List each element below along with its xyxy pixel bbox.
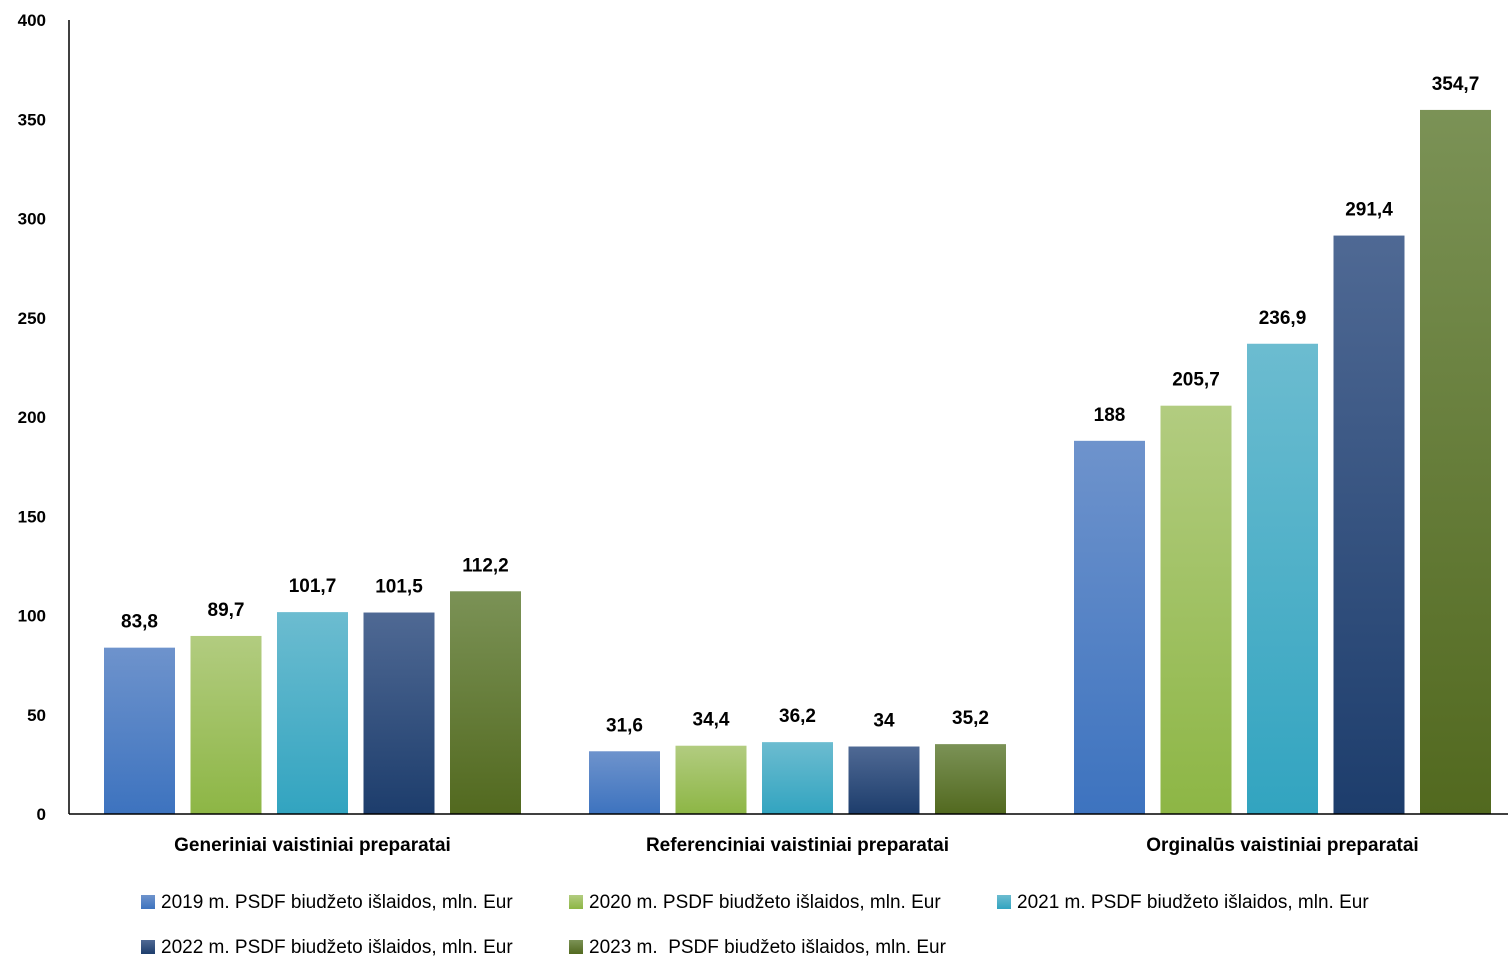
bar-4-2 bbox=[848, 746, 920, 814]
bar-2-3 bbox=[1160, 405, 1232, 814]
y-tick-label: 200 bbox=[18, 408, 46, 427]
data-label: 291,4 bbox=[1345, 200, 1393, 221]
data-label: 35,2 bbox=[952, 708, 989, 729]
legend-item: 2019 m. PSDF biudžeto išlaidos, mln. Eur bbox=[141, 892, 513, 913]
legend-swatch bbox=[141, 940, 155, 954]
y-axis: 0 50 100 150 200 250 300 350 400 bbox=[18, 11, 70, 824]
legend-swatch bbox=[569, 895, 583, 909]
y-tick-label: 100 bbox=[18, 607, 46, 626]
data-label: 31,6 bbox=[606, 715, 643, 736]
bar-4-3 bbox=[1333, 235, 1405, 815]
data-label: 188 bbox=[1094, 405, 1126, 426]
data-label: 101,5 bbox=[375, 577, 423, 598]
bar-5-1 bbox=[450, 591, 521, 814]
bar-5-2 bbox=[935, 744, 1006, 814]
data-label: 34 bbox=[873, 711, 895, 732]
bar-1-2 bbox=[589, 751, 660, 814]
data-label: 34,4 bbox=[693, 710, 730, 731]
data-label: 236,9 bbox=[1259, 308, 1307, 329]
legend: 2019 m. PSDF biudžeto išlaidos, mln. Eur… bbox=[141, 892, 1369, 958]
category-label: Referenciniai vaistiniai preparatai bbox=[646, 835, 949, 856]
bar-4-1 bbox=[363, 612, 435, 814]
legend-swatch bbox=[569, 940, 583, 954]
bar-3-3 bbox=[1247, 343, 1318, 814]
y-tick-label: 250 bbox=[18, 309, 46, 328]
legend-item: 2022 m. PSDF biudžeto išlaidos, mln. Eur bbox=[141, 937, 513, 958]
x-axis: Generiniai vaistiniai preparatai Referenc… bbox=[69, 813, 1508, 856]
data-label: 101,7 bbox=[289, 576, 337, 597]
y-tick-label: 150 bbox=[18, 507, 46, 526]
bar-series-group bbox=[104, 109, 1491, 815]
bar-1-3 bbox=[1074, 440, 1145, 814]
y-tick-label: 50 bbox=[27, 706, 46, 725]
y-tick-label: 0 bbox=[37, 805, 46, 824]
legend-swatch bbox=[997, 895, 1011, 909]
category-label: Generiniai vaistiniai preparatai bbox=[174, 835, 451, 856]
y-tick-label: 400 bbox=[18, 11, 46, 30]
legend-label: 2020 m. PSDF biudžeto išlaidos, mln. Eur bbox=[589, 892, 941, 913]
legend-label: 2023 m. PSDF biudžeto išlaidos, mln. Eur bbox=[589, 937, 947, 958]
y-tick-label: 300 bbox=[18, 210, 46, 229]
bar-2-2 bbox=[675, 745, 747, 814]
data-label: 205,7 bbox=[1172, 370, 1220, 391]
category-label: Orginalūs vaistiniai preparatai bbox=[1146, 835, 1418, 856]
data-labels-group: 83,8 89,7 101,7 101,5 112,2 31,6 34,4 36,2 34 35,… bbox=[121, 74, 1479, 736]
bar-3-1 bbox=[277, 612, 348, 814]
legend-swatch bbox=[141, 895, 155, 909]
bar-1-1 bbox=[104, 647, 175, 814]
y-tick-label: 350 bbox=[18, 110, 46, 129]
bar-3-2 bbox=[762, 742, 833, 814]
bar-5-3 bbox=[1420, 109, 1491, 814]
data-label: 112,2 bbox=[462, 555, 509, 576]
data-label: 354,7 bbox=[1432, 74, 1480, 95]
bar-2-1 bbox=[190, 635, 262, 814]
legend-item: 2021 m. PSDF biudžeto išlaidos, mln. Eur bbox=[997, 892, 1369, 913]
data-label: 83,8 bbox=[121, 612, 158, 633]
legend-item: 2020 m. PSDF biudžeto išlaidos, mln. Eur bbox=[569, 892, 941, 913]
legend-item: 2023 m. PSDF biudžeto išlaidos, mln. Eur bbox=[569, 937, 947, 958]
data-label: 36,2 bbox=[779, 706, 816, 727]
legend-label: 2019 m. PSDF biudžeto išlaidos, mln. Eur bbox=[161, 892, 513, 913]
legend-label: 2022 m. PSDF biudžeto išlaidos, mln. Eur bbox=[161, 937, 513, 958]
data-label: 89,7 bbox=[208, 600, 245, 621]
legend-label: 2021 m. PSDF biudžeto išlaidos, mln. Eur bbox=[1017, 892, 1369, 913]
